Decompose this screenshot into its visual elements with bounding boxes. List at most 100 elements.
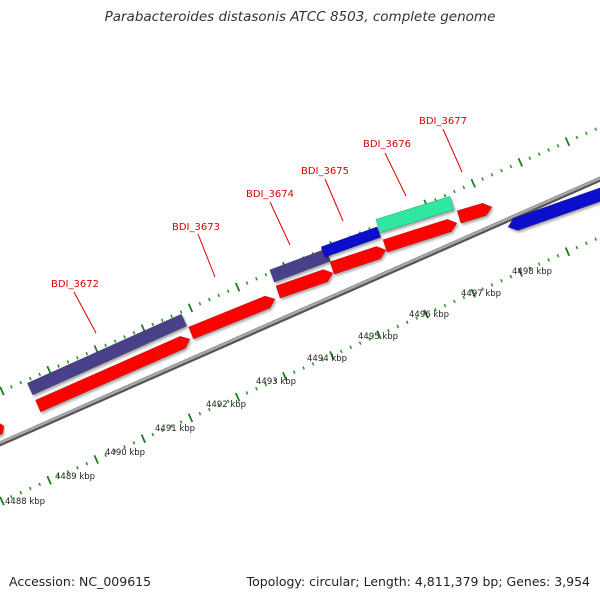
minor-tick (537, 152, 541, 156)
minor-tick (123, 335, 126, 339)
scale-label: 4496 kbp (409, 310, 449, 320)
minor-tick (66, 470, 70, 474)
minor-tick (104, 453, 108, 458)
minor-tick (452, 299, 456, 304)
minor-tick (452, 189, 456, 194)
gene-label[interactable]: BDI_3672 (51, 279, 99, 290)
major-tick (470, 288, 476, 298)
minor-tick (207, 297, 211, 302)
minor-tick (123, 445, 126, 449)
major-tick (517, 267, 523, 277)
minor-tick (302, 366, 305, 370)
major-tick (187, 413, 194, 423)
gene-arrow[interactable] (456, 202, 493, 224)
major-tick (93, 454, 99, 464)
major-tick (470, 178, 476, 188)
minor-tick (170, 314, 174, 318)
minor-tick (500, 168, 503, 173)
minor-tick (405, 320, 409, 325)
scale-label: 4498 kbp (512, 267, 552, 277)
minor-tick (264, 272, 268, 277)
inner-tick-ring (0, 237, 598, 506)
minor-tick (151, 432, 155, 437)
minor-tick (104, 343, 108, 348)
minor-tick (584, 241, 588, 246)
minor-tick (151, 322, 155, 327)
minor-tick (547, 148, 550, 152)
label-leader-line (324, 178, 344, 222)
minor-tick (198, 411, 202, 416)
minor-tick (38, 482, 42, 487)
gene-arrow[interactable] (507, 187, 600, 231)
minor-tick (321, 357, 324, 362)
label-leader-line (197, 233, 216, 278)
label-leader-line (73, 291, 97, 334)
minor-tick (509, 164, 513, 169)
scale-label: 4495 kbp (358, 332, 398, 342)
gene-arrow[interactable] (382, 218, 458, 253)
minor-tick (528, 266, 532, 271)
minor-tick (170, 424, 174, 428)
minor-tick (415, 316, 419, 320)
scale-label: 4488 kbp (5, 497, 45, 507)
major-tick (282, 371, 288, 381)
minor-tick (19, 490, 23, 495)
major-tick (234, 282, 241, 292)
minor-tick (528, 156, 532, 161)
minor-tick (85, 351, 89, 356)
major-tick (187, 303, 194, 313)
minor-tick (245, 281, 249, 285)
scale-label: 4490 kbp (105, 448, 145, 458)
map-title: Parabacteroides distasonis ATCC 8503, co… (104, 9, 496, 25)
minor-tick (217, 403, 221, 408)
scale-label: 4494 kbp (307, 354, 347, 364)
minor-tick (179, 310, 183, 314)
minor-tick (160, 428, 164, 433)
minor-tick (226, 289, 230, 294)
gene-arrow[interactable] (35, 335, 191, 413)
gene-arrow[interactable] (275, 269, 334, 299)
gene-arrow[interactable] (320, 226, 382, 258)
minor-tick (481, 287, 485, 291)
scale-label: 4497 kbp (461, 289, 501, 299)
minor-tick (245, 391, 249, 395)
minor-tick (113, 449, 117, 453)
minor-tick (57, 364, 60, 368)
major-tick (564, 137, 571, 147)
gene-arrow[interactable] (329, 246, 387, 275)
major-tick (423, 309, 429, 319)
minor-tick (273, 378, 277, 383)
gene-label[interactable]: BDI_3677 (419, 116, 467, 127)
minor-tick (28, 486, 32, 491)
major-tick (0, 496, 5, 506)
gene-arrow[interactable] (26, 313, 188, 396)
minor-tick (198, 301, 202, 306)
scale-label: 4491 kbp (155, 424, 195, 434)
gene-label[interactable]: BDI_3674 (246, 189, 294, 200)
minor-tick (57, 474, 60, 478)
minor-tick (537, 262, 541, 266)
scale-label: 4493 kbp (256, 377, 296, 387)
minor-tick (547, 258, 550, 262)
minor-tick (311, 362, 315, 366)
gene-label[interactable]: BDI_3676 (363, 139, 411, 150)
minor-tick (66, 360, 70, 364)
gene-arrow[interactable] (375, 195, 455, 234)
gene-label[interactable]: BDI_3673 (172, 222, 220, 233)
major-tick (564, 247, 571, 257)
gene-arrow[interactable] (188, 295, 276, 340)
minor-tick (443, 193, 447, 198)
minor-tick (368, 337, 371, 341)
genome-backbone (0, 176, 600, 447)
minor-tick (28, 376, 32, 381)
minor-tick (490, 173, 494, 177)
minor-tick (85, 461, 89, 466)
gene-label[interactable]: BDI_3675 (301, 166, 349, 177)
minor-tick (387, 328, 390, 333)
minor-tick (19, 380, 23, 385)
major-tick (517, 157, 523, 167)
minor-tick (556, 144, 560, 148)
gene-arrow[interactable] (0, 422, 5, 438)
major-tick (46, 475, 52, 485)
label-leader-line (442, 128, 463, 173)
